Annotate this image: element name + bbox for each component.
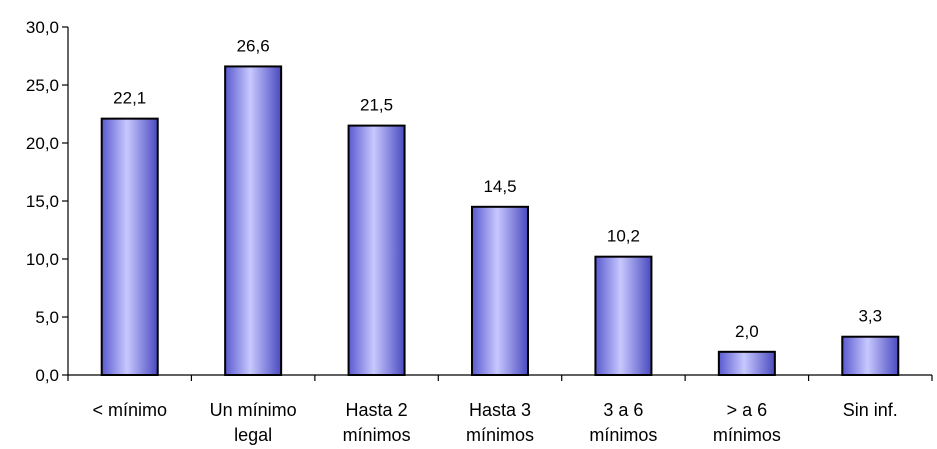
category-label: Sin inf. xyxy=(843,400,898,420)
category-label: > a 6 xyxy=(727,400,768,420)
category-label: mínimos xyxy=(343,425,411,445)
data-label: 10,2 xyxy=(607,227,640,246)
category-label: Hasta 3 xyxy=(469,400,531,420)
bar xyxy=(347,124,406,376)
y-tick-label: 5,0 xyxy=(35,308,59,327)
category-label: mínimos xyxy=(589,425,657,445)
data-label: 14,5 xyxy=(483,177,516,196)
data-label: 26,6 xyxy=(237,36,270,55)
data-label: 22,1 xyxy=(113,89,146,108)
bar xyxy=(841,335,900,376)
y-tick-label: 10,0 xyxy=(26,250,59,269)
y-tick-label: 25,0 xyxy=(26,76,59,95)
chart-bars xyxy=(100,65,900,376)
y-tick-label: 20,0 xyxy=(26,134,59,153)
y-tick-label: 15,0 xyxy=(26,192,59,211)
data-label: 3,3 xyxy=(858,307,882,326)
bar xyxy=(717,350,776,376)
chart-axes: 0,0 5,0 10,0 15,0 20,0 25,0 30,0 xyxy=(26,18,933,385)
data-label: 21,5 xyxy=(360,96,393,115)
category-label: legal xyxy=(234,425,272,445)
bar xyxy=(471,205,529,376)
category-label: < mínimo xyxy=(92,400,167,420)
bar xyxy=(100,117,159,376)
category-label: mínimos xyxy=(713,425,781,445)
data-label: 2,0 xyxy=(735,322,759,341)
y-tick-label: 30,0 xyxy=(26,18,59,37)
category-label: Un mínimo xyxy=(210,400,297,420)
category-label: Hasta 2 xyxy=(346,400,408,420)
category-label: 3 a 6 xyxy=(603,400,643,420)
y-tick-label: 0,0 xyxy=(35,366,59,385)
bar xyxy=(594,255,653,376)
chart-labels: 22,1 < mínimo 26,6 Un mínimo legal 21,5 Hasta … xyxy=(92,36,897,445)
bar xyxy=(224,65,283,376)
category-label: mínimos xyxy=(466,425,534,445)
